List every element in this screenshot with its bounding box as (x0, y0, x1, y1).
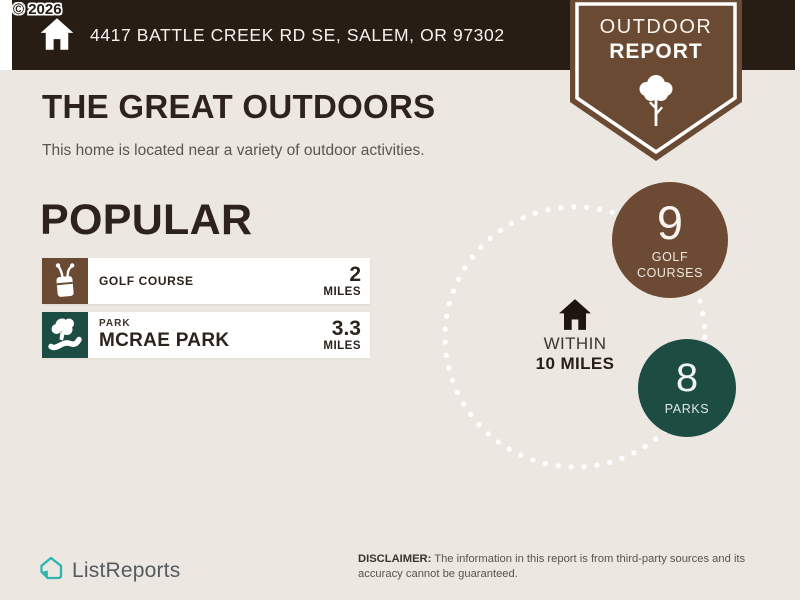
disclaimer-body: The information in this report is from t… (358, 553, 746, 580)
radius-label-line2: 10 MILES (535, 354, 615, 373)
badge-title-line2: REPORT (609, 40, 703, 63)
page-title: THE GREAT OUTDOORS (42, 88, 436, 125)
listreports-house-icon (38, 555, 64, 586)
radius-label-line1: WITHIN (543, 334, 607, 353)
copyright-text: © 2026 (13, 1, 62, 18)
listreports-logo: ListReports (38, 555, 180, 586)
golf-courses-label: GOLF COURSES (637, 250, 703, 281)
parks-count: 8 (675, 356, 699, 401)
golf-label-line1: GOLF (651, 249, 689, 264)
list-item-golf-course: GOLF COURSE 2 MILES (42, 258, 370, 304)
home-icon (557, 298, 593, 331)
distance-unit: MILES (323, 285, 361, 298)
golf-bag-icon (42, 258, 88, 304)
radius-label: WITHIN 10 MILES (495, 334, 655, 374)
page-subtitle: This home is located near a variety of o… (42, 142, 425, 159)
badge-title-line1: OUTDOOR (599, 16, 713, 38)
popular-heading: POPULAR (40, 196, 253, 244)
outdoor-report-badge: OUTDOOR REPORT (570, 0, 742, 164)
item-category: GOLF COURSE (99, 274, 194, 288)
item-distance: 3.3 MILES (298, 312, 370, 358)
parks-label: PARKS (664, 402, 710, 417)
disclaimer-label: DISCLAIMER: (358, 553, 432, 565)
brand-name: ListReports (72, 558, 181, 582)
disclaimer-text: DISCLAIMER: The information in this repo… (358, 552, 762, 582)
distance-value: 2 (349, 262, 361, 286)
golf-courses-stat-circle: 9 GOLF COURSES (612, 182, 728, 298)
golf-courses-count: 9 (656, 195, 684, 249)
list-item-park: PARK MCRAE PARK 3.3 MILES (42, 312, 370, 358)
item-distance: 2 MILES (298, 258, 370, 304)
distance-unit: MILES (323, 339, 361, 352)
park-icon (42, 312, 88, 358)
item-name: MCRAE PARK (99, 330, 230, 351)
tree-icon (633, 72, 679, 135)
golf-label-line2: COURSES (636, 265, 704, 280)
parks-stat-circle: 8 PARKS (638, 339, 736, 437)
radius-dotted-circle (442, 204, 708, 470)
distance-value: 3.3 (331, 316, 361, 340)
item-category: PARK (99, 318, 131, 329)
property-address: 4417 BATTLE CREEK RD SE, SALEM, OR 97302 (90, 24, 505, 45)
home-icon (39, 17, 75, 51)
